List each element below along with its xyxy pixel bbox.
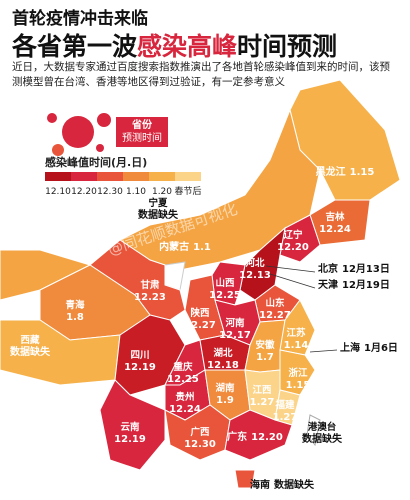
province-date: 1.1: [193, 242, 211, 253]
province-name: 西藏: [20, 334, 40, 346]
description: 近日，大数据专家通过百度搜索指数推演出了各地首轮感染峰值到来的时间，该预测模型曾…: [12, 61, 390, 88]
legend-label: 12.20: [71, 187, 97, 197]
legend-label: 12.30: [97, 187, 123, 197]
legend-title: 感染峰值时间(月.日): [45, 155, 147, 169]
province-date: 1.9: [216, 395, 234, 406]
province-name: 河南: [225, 317, 245, 329]
province-name: 浙江: [288, 367, 308, 379]
province-name: 吉林: [325, 211, 345, 223]
province-name: 陕西: [190, 307, 210, 319]
province-name: 广东: [227, 430, 247, 443]
regions: [0, 79, 401, 489]
province-name: 北京: [318, 262, 338, 275]
title-part: 各省第一波: [12, 32, 138, 61]
legend-swatch: [45, 172, 71, 181]
province-date: 1.27: [273, 412, 298, 423]
province-name: 山东: [265, 297, 285, 309]
province-label: 上海 1月6日: [340, 341, 398, 354]
province-name: 江苏: [286, 327, 306, 339]
province-date: 12.19: [114, 434, 146, 445]
province-date: 12月19日: [342, 279, 390, 291]
legend-label: 1.20: [152, 187, 172, 197]
province-label: 海南 数据缺失: [250, 478, 315, 491]
province-date: 1月6日: [364, 342, 398, 354]
province-label: 北京 12月13日: [318, 262, 390, 275]
leader-lines: [265, 265, 338, 353]
province-name: 港澳台: [308, 421, 337, 433]
province-name: 重庆: [173, 361, 193, 373]
province-name: 海南: [250, 478, 270, 491]
province-name: 山西: [215, 277, 235, 289]
legend-label: 春节后: [174, 185, 201, 197]
province-name: 河北: [245, 257, 265, 269]
province-name: 辽宁: [283, 229, 303, 241]
province-date: 数据缺失: [302, 432, 343, 445]
province-name: 云南: [120, 421, 140, 433]
province-date: 1.15: [350, 167, 375, 178]
province-name: 甘肃: [140, 279, 160, 291]
province-date: 12月13日: [342, 263, 390, 275]
province-date: 1.27: [250, 397, 275, 408]
province-date: 12.24: [319, 224, 351, 235]
province-name: 湖北: [213, 347, 233, 359]
province-name: 内蒙古: [159, 240, 189, 253]
title: 各省第一波感染高峰时间预测: [12, 27, 337, 63]
province-name: 广西: [190, 426, 210, 438]
province-label: 天津 12月19日: [318, 278, 390, 291]
province-date: 12.13: [239, 270, 271, 281]
province-name: 青海: [65, 299, 85, 311]
province-name: 天津: [318, 278, 338, 291]
legend-swatch: [97, 172, 123, 181]
province-name: 湖南: [215, 382, 235, 394]
province-date: 12.27: [184, 320, 216, 331]
province-date: 12.30: [184, 439, 216, 450]
badge-line: 预测时间: [122, 131, 162, 144]
province-label: 广东 12.20: [227, 430, 283, 443]
legend-swatch: [175, 172, 201, 181]
province-name: 福建: [274, 399, 295, 411]
badge: [116, 117, 168, 147]
province-date: 12.20: [277, 242, 309, 253]
province-date: 12.27: [259, 310, 291, 321]
province-name: 上海: [340, 341, 360, 354]
badge-line: 省份: [131, 118, 153, 131]
province-date: 数据缺失: [10, 345, 51, 358]
province-date: 数据缺失: [274, 478, 315, 491]
province-name: 黑龙江: [316, 165, 346, 178]
title-highlight: 感染高峰: [137, 32, 238, 61]
legend-swatch: [123, 172, 149, 181]
province-date: 12.23: [134, 292, 166, 303]
kicker: 首轮疫情冲击来临: [12, 9, 148, 29]
province-date: 12.20: [251, 432, 283, 443]
province-date: 1.8: [66, 312, 84, 323]
legend-swatch: [149, 172, 175, 181]
province-date: 1.15: [286, 380, 311, 391]
virus-icon: [47, 113, 111, 156]
title-part: 时间预测: [237, 32, 338, 61]
legend-swatch: [71, 172, 97, 181]
province-name: 安徽: [255, 339, 275, 351]
province-date: 12.18: [207, 360, 239, 371]
province-date: 1.14: [284, 340, 309, 351]
province-date: 12.25: [209, 290, 241, 301]
province-name: 四川: [130, 350, 149, 361]
province-name: 江西: [252, 384, 272, 396]
province-name: 宁夏: [148, 197, 168, 209]
province-date: 数据缺失: [138, 208, 179, 221]
province-date: 12.25: [167, 374, 199, 385]
province-label: 黑龙江 1.15: [316, 165, 375, 178]
province-date: 12.19: [124, 362, 156, 373]
province-label: 内蒙古 1.1: [159, 240, 211, 253]
legend-label: 1.10: [126, 187, 146, 197]
province-date: 1.7: [256, 352, 274, 363]
province-name: 贵州: [175, 391, 194, 403]
legend-label: 12.10: [45, 187, 71, 197]
province-date: 12.24: [169, 404, 201, 415]
province-date: 12.17: [219, 330, 251, 341]
